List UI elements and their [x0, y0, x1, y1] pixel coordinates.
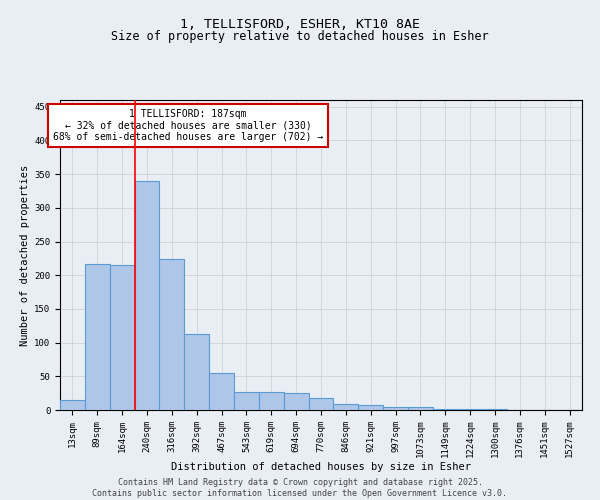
Bar: [209, 373, 234, 410]
Bar: [383, 406, 408, 410]
Bar: [308, 398, 334, 410]
Text: 1 TELLISFORD: 187sqm
← 32% of detached houses are smaller (330)
68% of semi-deta: 1 TELLISFORD: 187sqm ← 32% of detached h…: [53, 110, 323, 142]
Bar: [160, 259, 184, 410]
Bar: [433, 408, 458, 410]
Text: Contains HM Land Registry data © Crown copyright and database right 2025.
Contai: Contains HM Land Registry data © Crown c…: [92, 478, 508, 498]
Bar: [134, 181, 160, 410]
Y-axis label: Number of detached properties: Number of detached properties: [20, 164, 30, 346]
Bar: [85, 264, 110, 410]
Bar: [110, 265, 134, 410]
Bar: [234, 392, 259, 410]
Text: 1, TELLISFORD, ESHER, KT10 8AE: 1, TELLISFORD, ESHER, KT10 8AE: [180, 18, 420, 30]
Bar: [408, 408, 433, 410]
Bar: [334, 404, 358, 410]
Text: Size of property relative to detached houses in Esher: Size of property relative to detached ho…: [111, 30, 489, 43]
Bar: [60, 400, 85, 410]
Bar: [358, 404, 383, 410]
Bar: [259, 392, 284, 410]
Bar: [284, 393, 308, 410]
Bar: [184, 334, 209, 410]
X-axis label: Distribution of detached houses by size in Esher: Distribution of detached houses by size …: [171, 462, 471, 471]
